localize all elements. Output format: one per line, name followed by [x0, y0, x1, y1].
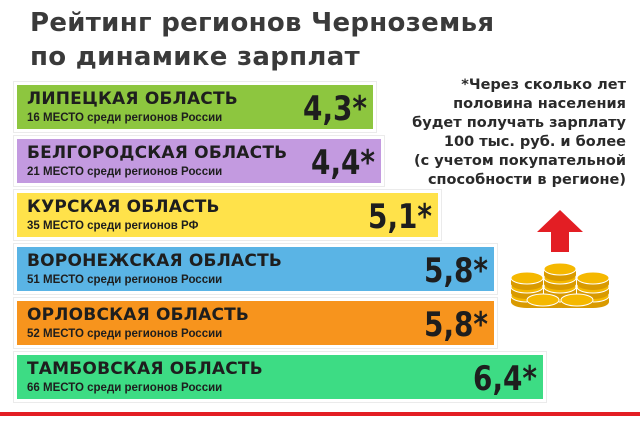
coin-face [543, 262, 577, 276]
coin-face [526, 293, 560, 307]
bar-region-label: ВОРОНЕЖСКАЯ ОБЛАСТЬ [27, 251, 283, 271]
coin-face [576, 271, 610, 285]
bar-place-label: 16 МЕСТО среди регионов России [27, 112, 223, 124]
coin-stack-icon [510, 210, 610, 308]
bar-place-label: 35 МЕСТО среди регионов РФ [27, 220, 199, 232]
bar-place-label: 21 МЕСТО среди регионов России [27, 166, 223, 178]
bar-2: БЕЛГОРОДСКАЯ ОБЛАСТЬ 21 МЕСТО среди регио… [14, 136, 384, 186]
bar-5: ОРЛОВСКАЯ ОБЛАСТЬ 52 МЕСТО среди регионов… [14, 298, 497, 348]
coin-face [510, 271, 544, 285]
title-line-2: по динамике зарплат [30, 42, 360, 72]
coins [510, 262, 610, 308]
bar-place-label: 51 МЕСТО среди регионов России [27, 274, 223, 286]
bar-value-label: 4,4* [311, 143, 375, 183]
arrow-up-icon [537, 210, 583, 252]
bar-3: КУРСКАЯ ОБЛАСТЬ 35 МЕСТО среди регионов Р… [14, 190, 441, 240]
bar-value-label: 6,4* [473, 359, 537, 399]
bar-region-label: ЛИПЕЦКАЯ ОБЛАСТЬ [27, 89, 238, 109]
bar-region-label: КУРСКАЯ ОБЛАСТЬ [27, 197, 220, 217]
bar-value-label: 4,3* [303, 89, 367, 129]
bar-1: ЛИПЕЦКАЯ ОБЛАСТЬ 16 МЕСТО среди регионов … [14, 82, 376, 132]
page-title: Рейтинг регионов Черноземья по динамике … [30, 6, 494, 74]
bar-value-label: 5,1* [368, 197, 432, 237]
title-line-1: Рейтинг регионов Черноземья [30, 8, 495, 38]
bar-value-label: 5,8* [424, 305, 488, 345]
footnote: *Через сколько лет половина населения бу… [412, 77, 626, 188]
bar-4: ВОРОНЕЖСКАЯ ОБЛАСТЬ 51 МЕСТО среди регион… [14, 244, 497, 294]
bar-place-label: 66 МЕСТО среди регионов России [27, 382, 223, 394]
bar-region-label: БЕЛГОРОДСКАЯ ОБЛАСТЬ [27, 143, 288, 163]
coin-face [560, 293, 594, 307]
bar-region-label: ОРЛОВСКАЯ ОБЛАСТЬ [27, 305, 250, 325]
bar-6: ТАМБОВСКАЯ ОБЛАСТЬ 66 МЕСТО среди регионо… [14, 352, 546, 402]
bar-region-label: ТАМБОВСКАЯ ОБЛАСТЬ [27, 359, 263, 379]
bar-place-label: 52 МЕСТО среди регионов России [27, 328, 223, 340]
bar-value-label: 5,8* [424, 251, 488, 291]
bottom-rule [0, 412, 640, 416]
